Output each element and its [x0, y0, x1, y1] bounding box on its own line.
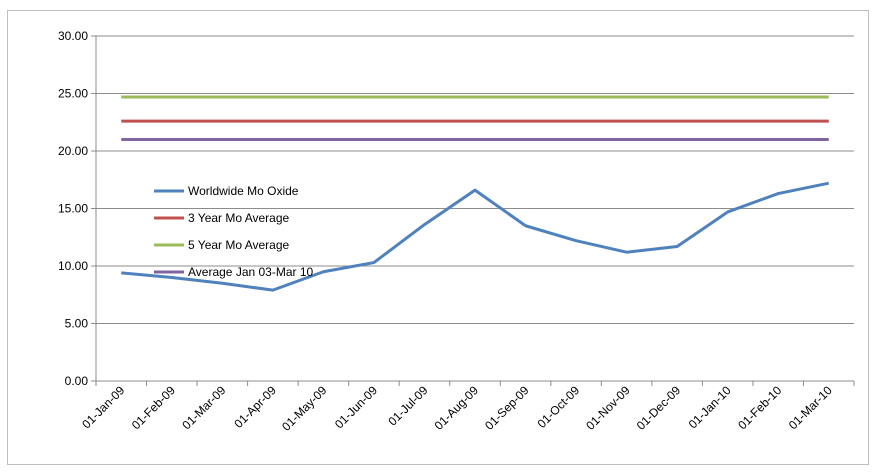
legend-label-0: Worldwide Mo Oxide	[188, 184, 299, 198]
x-tick-label: 01-Mar-10	[786, 383, 835, 432]
x-tick-label: 01-Jul-09	[385, 383, 431, 429]
axes: 0.00 5.00 10.00 15.00 20.00 25.00 30.00 01-Jan-…	[58, 29, 855, 434]
x-tick-label: 01-Jan-10	[686, 383, 734, 431]
x-tick-label: 01-Sep-09	[482, 383, 532, 433]
y-tick-label: 15.00	[58, 202, 88, 216]
x-tick-label: 01-Dec-09	[634, 383, 684, 433]
y-tick-label: 20.00	[58, 144, 88, 158]
x-tick-label: 01-Feb-10	[735, 383, 784, 432]
x-tick-label: 01-Feb-09	[129, 383, 178, 432]
legend-label-2: 5 Year Mo Average	[188, 238, 290, 252]
x-tick-label: 01-Jan-09	[79, 383, 127, 431]
legend-label-3: Average Jan 03-Mar 10	[188, 265, 314, 279]
y-tick-label: 30.00	[58, 29, 88, 43]
y-tick-label: 0.00	[65, 374, 89, 388]
x-tick-label: 01-Apr-09	[231, 383, 279, 431]
x-tick-label: 01-Aug-09	[432, 383, 482, 433]
chart-frame	[7, 10, 869, 465]
gridlines	[96, 35, 854, 324]
x-tick-label: 01-Jun-09	[332, 383, 380, 431]
x-tick-label: 01-May-09	[279, 383, 330, 434]
y-tick-label: 5.00	[65, 317, 89, 331]
y-tick-label: 25.00	[58, 87, 88, 101]
series-line-0	[121, 181, 830, 292]
x-tick-label: 01-Mar-09	[179, 383, 228, 432]
y-tick-label: 10.00	[58, 259, 88, 273]
legend-label-1: 3 Year Mo Average	[188, 211, 290, 225]
x-tick-label: 01-Nov-09	[583, 383, 633, 433]
legend: Worldwide Mo Oxide 3 Year Mo Average 5 Yea…	[154, 184, 314, 279]
series-lines	[121, 95, 830, 292]
x-tick-label: 01-Oct-09	[535, 383, 583, 431]
